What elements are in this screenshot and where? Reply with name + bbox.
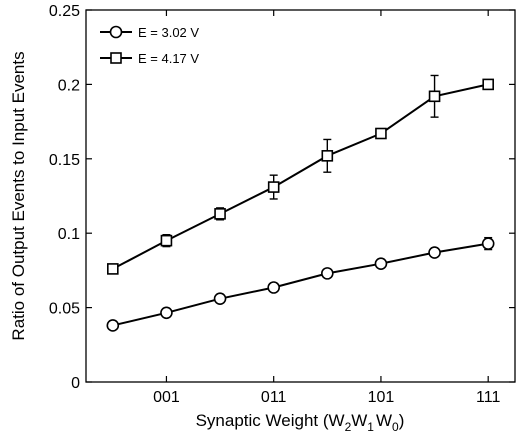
x-axis-label: Synaptic Weight (W2W1 W0)	[196, 411, 405, 434]
legend-marker-circle	[109, 25, 123, 39]
x-axis-label-w1: W	[351, 411, 367, 430]
y-tick-label: 0.05	[49, 301, 80, 318]
x-axis-label-sub0: 0	[392, 420, 399, 434]
y-tick-label: 0	[71, 375, 80, 392]
data-point	[321, 267, 334, 280]
axes-box	[85, 9, 516, 383]
series-2	[107, 74, 494, 275]
x-axis-label-sub1: 1	[367, 420, 374, 434]
data-point	[428, 90, 441, 103]
x-axis-label-sub2: 2	[345, 420, 352, 434]
data-point	[481, 237, 495, 250]
data-point	[267, 281, 280, 294]
legend-marker-square	[110, 52, 122, 64]
legend-label-series-2: E = 4.17 V	[138, 51, 199, 66]
y-axis-label: Ratio of Output Events to Input Events	[9, 51, 28, 340]
x-tick-label: 101	[368, 389, 395, 406]
axis-ticks: 0 0.05 0.1 0.15 0.2 0.25 001 011 101 111	[49, 3, 515, 406]
plot-area	[85, 9, 516, 383]
data-point	[160, 234, 173, 247]
data-point	[213, 292, 227, 305]
series-layer	[106, 74, 495, 332]
series-line	[112, 83, 489, 270]
x-tick-label: 011	[261, 389, 287, 406]
y-tick-label: 0.1	[58, 226, 80, 243]
x-tick-label: 001	[153, 389, 180, 406]
data-point	[428, 246, 441, 259]
y-tick-label: 0.15	[49, 152, 80, 169]
series-1	[106, 236, 495, 332]
data-point	[107, 263, 119, 275]
x-axis-label-close: )	[399, 411, 405, 430]
y-tick-label: 0.25	[49, 3, 80, 20]
data-point	[375, 127, 387, 140]
data-point	[106, 319, 120, 332]
y-tick-label: 0.2	[58, 77, 80, 94]
x-axis-label-w0: W	[376, 411, 392, 430]
data-point	[267, 181, 280, 193]
data-point	[214, 208, 226, 220]
data-point	[374, 257, 388, 271]
x-axis-label-main: Synaptic Weight (W	[196, 411, 345, 430]
data-point	[482, 78, 494, 91]
legend: E = 3.02 V E = 4.17 V	[95, 18, 223, 66]
data-point	[160, 306, 173, 320]
data-point	[321, 150, 334, 162]
series-line	[112, 242, 489, 327]
x-tick-label: 111	[476, 389, 500, 406]
legend-label-series-1: E = 3.02 V	[138, 25, 199, 40]
